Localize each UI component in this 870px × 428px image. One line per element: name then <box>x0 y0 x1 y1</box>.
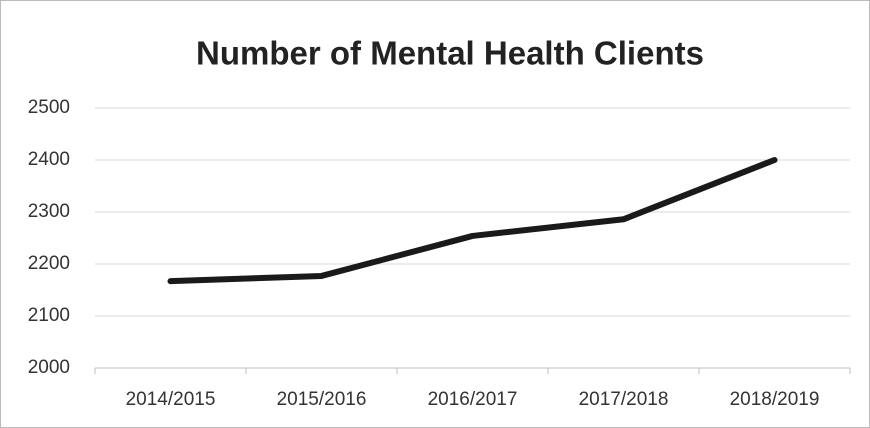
x-tick-label: 2014/2015 <box>126 389 216 410</box>
chart-title: Number of Mental Health Clients <box>196 35 704 72</box>
x-tick-label: 2018/2019 <box>730 389 820 410</box>
y-tick-label: 2500 <box>28 97 70 118</box>
line-series <box>167 157 778 285</box>
x-tick-label: 2015/2016 <box>277 389 367 410</box>
x-tick-label: 2017/2018 <box>579 389 669 410</box>
y-tick-label: 2400 <box>28 149 70 170</box>
x-tick-label: 2016/2017 <box>428 389 518 410</box>
y-tick-label: 2300 <box>28 201 70 222</box>
y-tick-label: 2000 <box>28 357 70 378</box>
y-tick-label: 2100 <box>28 305 70 326</box>
y-tick-label: 2200 <box>28 253 70 274</box>
